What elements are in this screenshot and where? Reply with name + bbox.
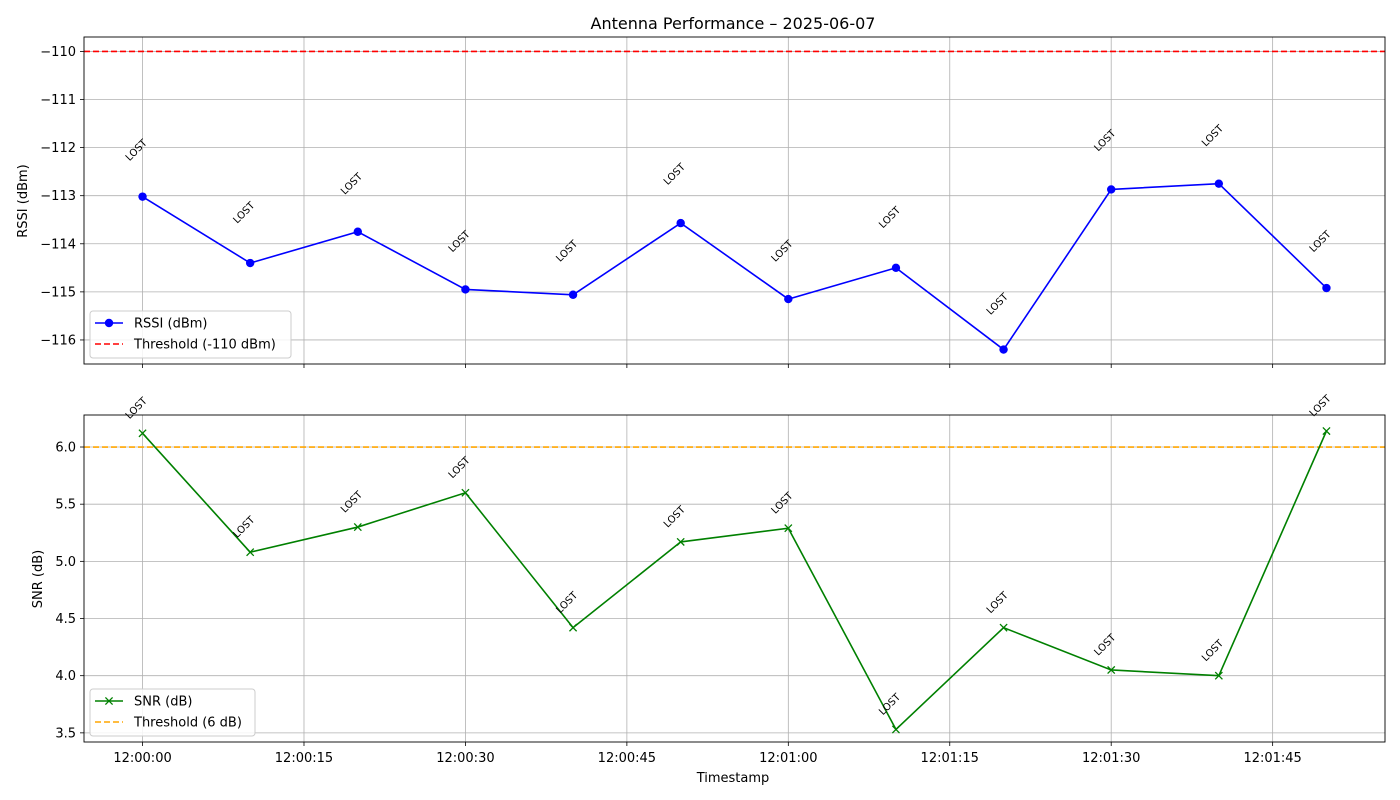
chart-title: Antenna Performance – 2025-06-07	[591, 14, 876, 33]
y-axis-label-snr: SNR (dB)	[31, 550, 46, 608]
data-point	[784, 524, 793, 533]
annotation-label: LOST	[877, 204, 903, 230]
legend-marker	[104, 318, 114, 328]
data-point	[999, 623, 1008, 632]
y-axis-label-rssi: RSSI (dBm)	[16, 164, 31, 237]
annotation-label: LOST	[1093, 127, 1119, 153]
annotation-label: LOST	[447, 455, 473, 481]
x-tick-label: 12:00:00	[113, 751, 171, 766]
annotation-label: LOST	[554, 238, 580, 264]
panel-snr: SNR (dB) 3.5 4.0 4.5 5.0 5.5 6.0 12:00:00 12:00…	[31, 393, 1386, 766]
data-point	[568, 623, 578, 632]
annotation-label: LOST	[554, 589, 580, 615]
data-point	[353, 227, 363, 236]
legend-box	[89, 688, 256, 737]
data-point	[1214, 671, 1223, 680]
data-point	[999, 345, 1008, 354]
y-tick-label: −115	[40, 285, 76, 300]
legend-label: Threshold (6 dB)	[133, 716, 242, 731]
annotation-label: LOST	[1093, 632, 1119, 658]
x-tick-label: 12:01:30	[1082, 751, 1140, 766]
legend-box	[89, 310, 292, 359]
annotation-label: LOST	[339, 171, 365, 197]
data-point	[246, 548, 255, 557]
annotation-label: LOST	[1200, 638, 1226, 664]
y-tick-label: 6.0	[55, 441, 76, 456]
annotation-label: LOST	[662, 161, 688, 187]
data-point	[1322, 426, 1331, 436]
y-tick-label: 4.5	[55, 612, 76, 627]
series-line	[142, 182, 1328, 351]
y-tick-label: 5.0	[55, 555, 76, 570]
x-tick-label: 12:01:15	[921, 751, 979, 766]
x-tick-label: 12:00:15	[275, 751, 333, 766]
legend-label: Threshold (-110 dBm)	[133, 338, 276, 353]
y-tick-label: 4.0	[55, 669, 76, 684]
y-tick-label: −111	[40, 93, 76, 108]
annotation-label: LOST	[770, 238, 796, 264]
annotation-label: LOST	[985, 589, 1011, 615]
data-point	[676, 537, 685, 546]
data-point	[1322, 283, 1331, 293]
x-axis-label: Timestamp	[696, 771, 770, 786]
panel-rssi: RSSI (dBm) −116 −115 −114 −113 −112 −111 −110 L…	[16, 36, 1386, 368]
data-point	[138, 429, 147, 438]
annotation-label: LOST	[447, 228, 473, 254]
axes-frame	[83, 36, 1386, 365]
annotation-label: LOST	[1308, 228, 1334, 254]
data-point	[353, 522, 362, 532]
annotation-label: LOST	[1200, 123, 1226, 149]
y-tick-label: −114	[40, 237, 76, 252]
data-point	[461, 285, 470, 294]
data-point	[676, 218, 685, 228]
y-tick-label: −110	[40, 45, 76, 60]
x-tick-label: 12:00:30	[436, 751, 494, 766]
data-point	[461, 488, 470, 497]
data-point	[568, 290, 578, 299]
y-tick-label: 3.5	[55, 726, 76, 741]
data-point	[1106, 185, 1116, 194]
annotation-label: LOST	[231, 200, 257, 226]
annotation-label: LOST	[662, 504, 688, 530]
annotation-label: LOST	[124, 395, 150, 421]
legend-label: RSSI (dBm)	[134, 317, 207, 332]
series-line	[141, 430, 1328, 731]
data-point	[891, 725, 901, 734]
y-tick-label: 5.5	[55, 498, 76, 513]
x-tick-label: 12:01:45	[1243, 751, 1301, 766]
annotation-label: LOST	[231, 514, 257, 540]
annotation-label: LOST	[770, 490, 796, 516]
y-tick-label: −113	[40, 189, 76, 204]
x-tick-label: 12:01:00	[759, 751, 817, 766]
axes-frame	[83, 414, 1386, 743]
data-point	[784, 294, 793, 304]
data-point	[138, 192, 147, 201]
y-tick-label: −116	[40, 333, 76, 348]
legend-label: SNR (dB)	[134, 695, 192, 710]
data-point	[891, 263, 901, 273]
x-tick-label: 12:00:45	[598, 751, 656, 766]
annotation-label: LOST	[124, 137, 150, 163]
annotation-label: LOST	[877, 691, 903, 717]
annotation-label: LOST	[985, 291, 1011, 317]
data-point	[1107, 665, 1116, 675]
legend-marker	[104, 696, 114, 706]
data-point	[245, 258, 255, 268]
annotation-label: LOST	[339, 489, 365, 515]
data-point	[1214, 179, 1224, 188]
y-tick-label: −112	[40, 141, 76, 156]
